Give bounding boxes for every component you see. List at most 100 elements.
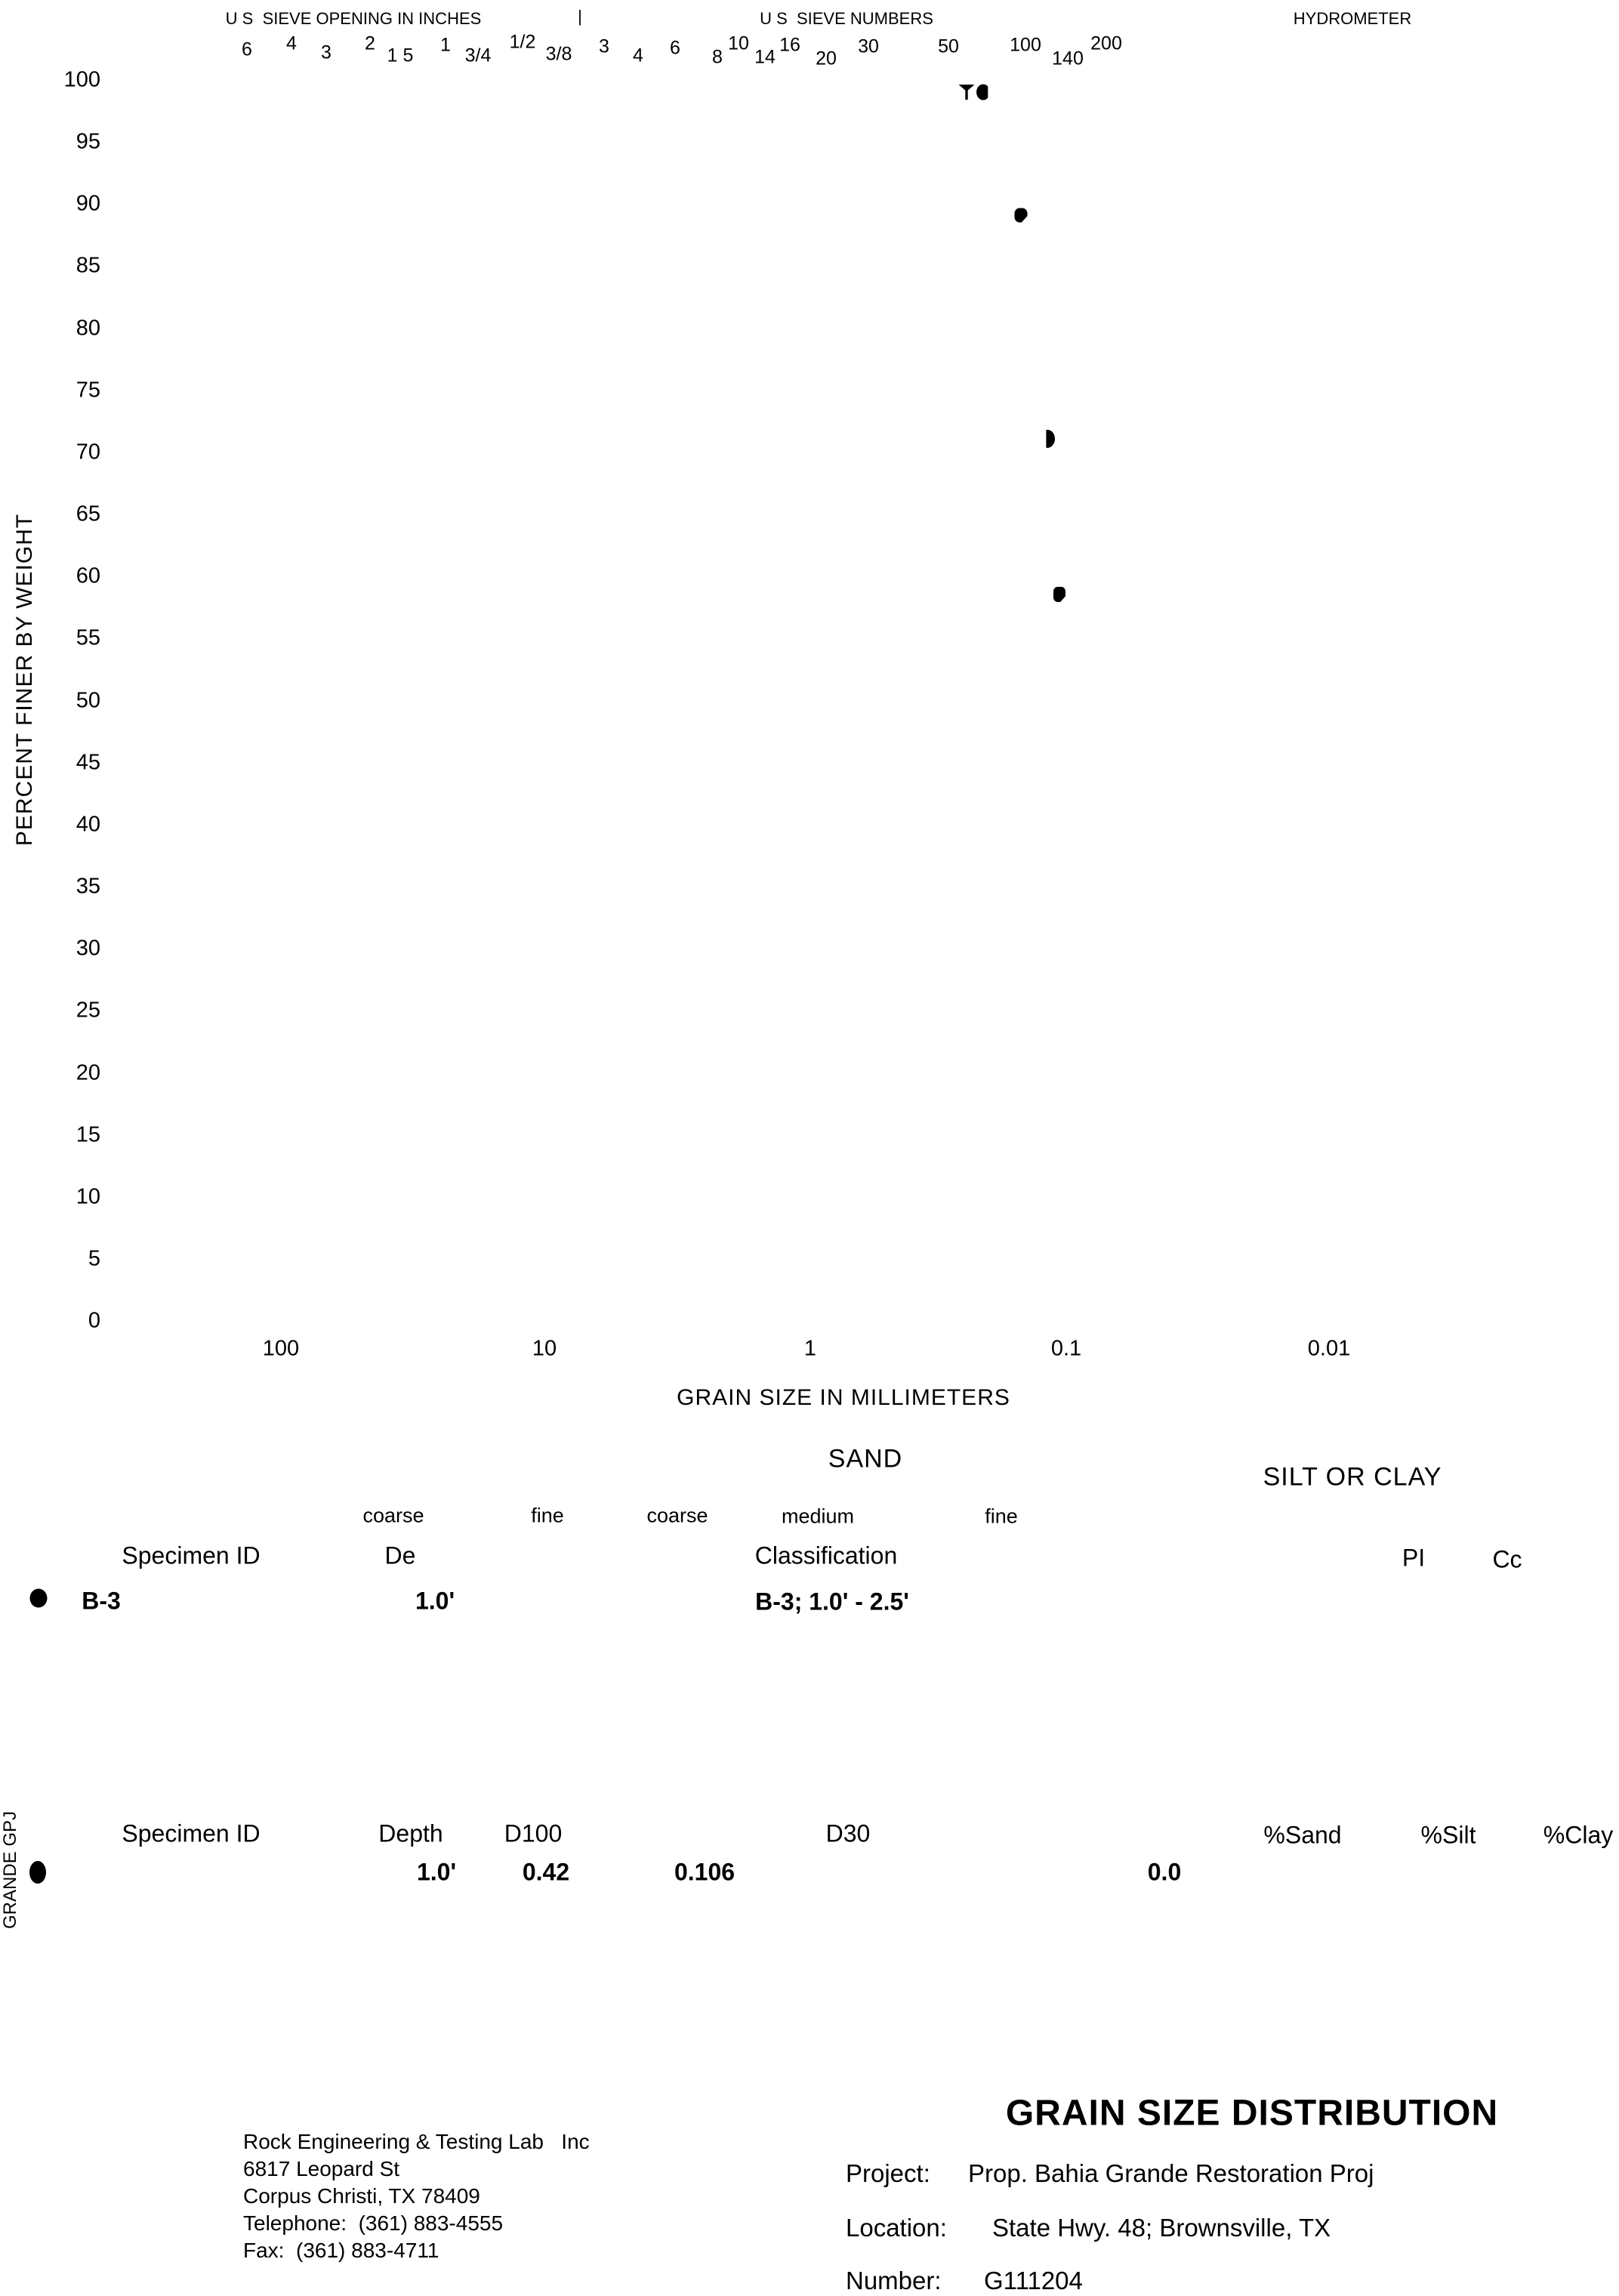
grain-table-value: 0.42 [522, 1858, 570, 1886]
y-axis-tick-label: 5 [88, 1246, 100, 1271]
sand-medium-label: medium [781, 1504, 855, 1528]
data-point-marker [1014, 208, 1028, 223]
specimen-table-header: PI [1402, 1544, 1426, 1572]
data-point-marker [958, 85, 975, 100]
specimen-table-value: B-3 [82, 1587, 121, 1615]
y-axis-tick-label: 15 [76, 1122, 100, 1147]
grain-table-header: D100 [504, 1819, 563, 1847]
data-point-marker [1053, 587, 1065, 602]
grain-table-header: %Silt [1420, 1821, 1476, 1849]
sieve-size-label: 200 [1090, 32, 1122, 54]
sieve-size-label: 3/8 [545, 43, 572, 65]
sieve-size-label: 30 [858, 35, 879, 57]
grain-table-header: D30 [825, 1819, 871, 1847]
sieve-size-label: 1/2 [509, 31, 536, 53]
sieve-size-label: 3 [599, 35, 609, 57]
file-tag-vertical-text: GRANDE GPJ [0, 1810, 20, 1930]
grain-key-marker [29, 1861, 46, 1884]
number-value: G111204 [984, 2267, 1083, 2294]
specimen-table-value: 1.0' [415, 1587, 455, 1615]
sieve-size-label: 14 [754, 46, 776, 68]
sieve-size-label: 16 [779, 34, 800, 56]
region-label-sand: SAND [828, 1444, 903, 1474]
sand-coarse-label: coarse [646, 1504, 708, 1527]
lab-address-line: Fax: (361) 883-4711 [243, 2239, 439, 2262]
y-axis-tick-label: 40 [76, 812, 100, 837]
y-axis-tick-label: 65 [76, 501, 100, 526]
sieve-size-label: 2 [365, 32, 375, 54]
grain-table-value: 0.106 [674, 1858, 735, 1886]
x-axis-tick-label: 0.1 [1050, 1336, 1082, 1361]
sieve-inches-header: U S SIEVE OPENING IN INCHES [225, 9, 482, 28]
y-axis-tick-label: 75 [76, 378, 100, 403]
y-axis-tick-label: 0 [88, 1308, 100, 1333]
x-axis-tick-label: 100 [262, 1336, 300, 1361]
hydrometer-header: HYDROMETER [1293, 9, 1412, 28]
y-axis-tick-label: 80 [76, 316, 100, 341]
y-axis-tick-label: 45 [76, 750, 100, 775]
lab-address-line: Rock Engineering & Testing Lab Inc [243, 2130, 590, 2153]
specimen-table-value: B-3; 1.0' - 2.5' [755, 1588, 909, 1616]
sieve-size-label: 4 [633, 45, 643, 66]
lab-address-line: 6817 Leopard St [243, 2157, 400, 2180]
gravel-fine-label: fine [531, 1504, 564, 1527]
grain-table-header: %Clay [1543, 1821, 1614, 1849]
sand-fine-label: fine [985, 1504, 1018, 1528]
x-axis-tick-label: 10 [532, 1336, 557, 1361]
grain-table-value: 1.0' [416, 1858, 457, 1886]
y-axis-tick-label: 30 [76, 936, 100, 961]
y-axis-tick-label: 70 [76, 440, 100, 464]
y-axis-tick-label: 50 [76, 688, 100, 713]
y-axis-tick-label: 25 [76, 998, 100, 1023]
location-value: State Hwy. 48; Brownsville, TX [992, 2214, 1331, 2242]
sieve-size-label: 100 [1010, 34, 1041, 56]
number-label: Number: [846, 2267, 942, 2294]
y-axis-tick-label: 90 [76, 191, 100, 216]
sieve-size-label: 3/4 [464, 45, 492, 66]
sieve-size-label: 20 [816, 48, 837, 69]
specimen-table-header: Classification [754, 1541, 898, 1569]
y-axis-tick-label: 35 [76, 874, 100, 899]
y-axis-tick-label: 55 [76, 625, 100, 650]
data-point-marker [1046, 430, 1055, 448]
x-axis-tick-label: 0.01 [1307, 1336, 1351, 1361]
y-axis-tick-label: 100 [63, 67, 100, 92]
sieve-size-label: 3 [321, 42, 332, 63]
sieve-size-label: 6 [242, 39, 252, 60]
lab-address-line: Corpus Christi, TX 78409 [243, 2184, 480, 2208]
x-axis-title: GRAIN SIZE IN MILLIMETERS [677, 1385, 1010, 1410]
grain-table-header: Specimen ID [122, 1819, 261, 1847]
sieve-size-label: 4 [286, 32, 297, 54]
project-value: Prop. Bahia Grande Restoration Proj [968, 2159, 1374, 2187]
header-divider: | [578, 7, 582, 26]
report-title: GRAIN SIZE DISTRIBUTION [1005, 2093, 1499, 2134]
sieve-size-label: 1 5 [387, 45, 414, 66]
sieve-size-label: 6 [670, 37, 680, 59]
y-axis-tick-label: 10 [76, 1184, 100, 1209]
sieve-size-label: 1 [440, 34, 451, 56]
x-axis-tick-label: 1 [803, 1336, 817, 1361]
grain-table-header: Depth [378, 1819, 443, 1847]
lab-address-line: Telephone: (361) 883-4555 [243, 2211, 504, 2235]
sieve-size-label: 50 [938, 35, 959, 57]
y-axis-title: PERCENT FINER BY WEIGHT [12, 513, 37, 847]
specimen-table-header: De [384, 1541, 416, 1569]
data-point-marker [976, 84, 988, 100]
sieve-size-label: 140 [1052, 48, 1084, 69]
specimen-key-marker [29, 1588, 48, 1608]
y-axis-tick-label: 20 [76, 1060, 100, 1085]
specimen-table-header: Specimen ID [122, 1541, 261, 1569]
grain-table-header: %Sand [1263, 1821, 1342, 1849]
y-axis-tick-label: 95 [76, 129, 100, 154]
y-axis-tick-label: 85 [76, 253, 100, 278]
region-label-silt-or-clay: SILT OR CLAY [1263, 1462, 1442, 1492]
y-axis-tick-label: 60 [76, 563, 100, 588]
specimen-table-header: Cc [1492, 1545, 1522, 1573]
grain-table-value: 0.0 [1147, 1858, 1182, 1886]
sieve-numbers-header: U S SIEVE NUMBERS [760, 9, 933, 28]
gravel-coarse-label: coarse [362, 1504, 424, 1527]
sieve-size-label: 8 [712, 46, 723, 68]
project-label: Project: [846, 2159, 930, 2187]
sieve-size-label: 10 [728, 32, 749, 54]
